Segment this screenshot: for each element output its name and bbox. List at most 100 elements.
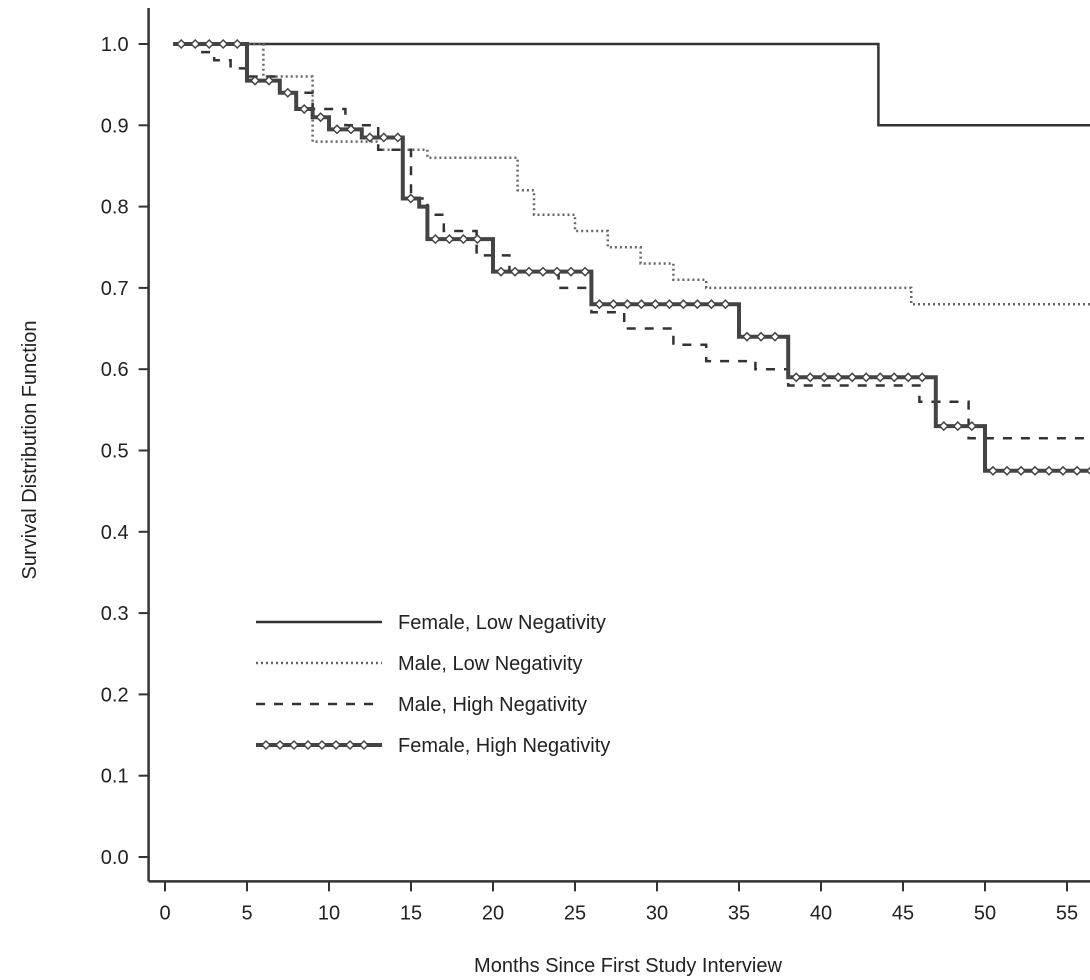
series-marker — [833, 372, 844, 383]
series-marker — [594, 299, 605, 310]
series-marker — [1001, 465, 1013, 476]
legend-marker — [330, 739, 342, 751]
series-marker — [430, 234, 441, 245]
x-tick-label: 20 — [482, 902, 504, 924]
legend-marker — [316, 739, 328, 751]
y-tick-label: 0.4 — [101, 522, 129, 544]
series-marker — [392, 132, 403, 143]
x-axis-title: Months Since First Study Interview — [474, 955, 782, 977]
series-marker — [345, 124, 357, 135]
series-marker — [537, 266, 549, 277]
series-marker — [720, 299, 731, 310]
series-marker — [509, 266, 521, 277]
y-axis-title: Survival Distribution Function — [19, 321, 41, 580]
series-marker — [755, 331, 767, 342]
series-line-4 — [173, 42, 1090, 473]
x-tick-label: 45 — [892, 902, 914, 924]
y-tick-label: 0.5 — [101, 441, 129, 463]
x-tick-label: 15 — [400, 902, 422, 924]
series-marker — [444, 234, 455, 245]
series-marker — [331, 124, 343, 135]
series-marker — [472, 234, 483, 245]
y-tick-label: 0.8 — [101, 197, 129, 219]
series-marker — [176, 38, 187, 50]
y-tick-label: 0.6 — [101, 359, 129, 381]
series-marker — [1015, 465, 1027, 476]
series-line-2 — [173, 42, 1090, 306]
series-marker — [706, 299, 717, 310]
series-marker — [263, 75, 275, 86]
legend-label-2: Male, Low Negativity — [398, 653, 583, 675]
series-marker — [692, 299, 703, 310]
series-marker — [966, 421, 977, 432]
legend-marker — [288, 739, 300, 751]
y-tick-label: 0.1 — [101, 766, 129, 788]
series-marker — [889, 372, 900, 383]
series-marker — [579, 266, 591, 277]
x-tick-label: 0 — [159, 902, 170, 924]
y-axis: 0.0 0.1 0.2 0.3 0.4 0.5 0.6 0.7 0.8 0.9 1.0 — [101, 8, 150, 882]
series-marker — [218, 38, 229, 50]
legend-label-3: Male, High Negativity — [398, 694, 587, 716]
series-marker — [987, 465, 999, 476]
legend-marker — [344, 739, 356, 751]
series-marker — [938, 421, 949, 432]
series-line-1 — [173, 42, 1090, 127]
series-marker — [249, 75, 261, 86]
series-marker — [903, 372, 914, 383]
legend-marker — [302, 739, 314, 751]
series-marker — [458, 234, 469, 245]
legend-marker — [260, 739, 272, 751]
series-marker — [917, 372, 928, 383]
x-tick-label: 30 — [646, 902, 668, 924]
series-marker — [608, 299, 619, 310]
y-tick-label: 0.2 — [101, 684, 129, 706]
series-marker — [875, 372, 886, 383]
series-lines — [173, 38, 1090, 476]
legend-marker — [274, 739, 286, 751]
series-marker — [299, 103, 310, 115]
x-tick-label: 5 — [241, 902, 252, 924]
series-marker — [1071, 465, 1083, 476]
y-tick-label: 1.0 — [101, 34, 129, 56]
series-marker — [791, 372, 802, 383]
series-marker — [1029, 465, 1041, 476]
series-marker — [204, 38, 215, 50]
y-tick-label: 0.7 — [101, 278, 129, 300]
x-tick-label: 55 — [1056, 902, 1078, 924]
series-marker — [741, 331, 753, 342]
series-marker — [622, 299, 633, 310]
legend-marker — [358, 739, 370, 751]
legend-label-1: Female, Low Negativity — [398, 612, 606, 634]
series-marker — [378, 132, 389, 143]
x-tick-label: 50 — [974, 902, 996, 924]
legend: Female, Low Negativity Male, Low Negativi… — [256, 612, 610, 757]
series-marker — [769, 331, 781, 342]
series-marker — [636, 299, 647, 310]
series-marker — [847, 372, 858, 383]
series-marker — [551, 266, 563, 277]
x-tick-label: 40 — [810, 902, 832, 924]
series-marker — [952, 421, 963, 432]
series-marker — [805, 372, 816, 383]
y-tick-label: 0.9 — [101, 115, 129, 137]
x-axis: 05101520253035404550556065 — [148, 880, 1090, 924]
series-marker — [678, 299, 689, 310]
series-marker — [405, 193, 416, 204]
x-tick-label: 10 — [318, 902, 340, 924]
x-tick-label: 25 — [564, 902, 586, 924]
series-line-3 — [173, 42, 1090, 440]
series-marker — [232, 38, 243, 50]
x-tick-label: 35 — [728, 902, 750, 924]
series-marker — [664, 299, 675, 310]
series-marker — [819, 372, 830, 383]
y-tick-label: 0.0 — [101, 847, 129, 869]
series-marker — [523, 266, 535, 277]
series-marker — [364, 132, 375, 143]
series-marker — [190, 38, 201, 50]
y-tick-label: 0.3 — [101, 603, 129, 625]
series-marker — [1057, 465, 1069, 476]
series-marker — [282, 87, 293, 98]
series-marker — [650, 299, 661, 310]
